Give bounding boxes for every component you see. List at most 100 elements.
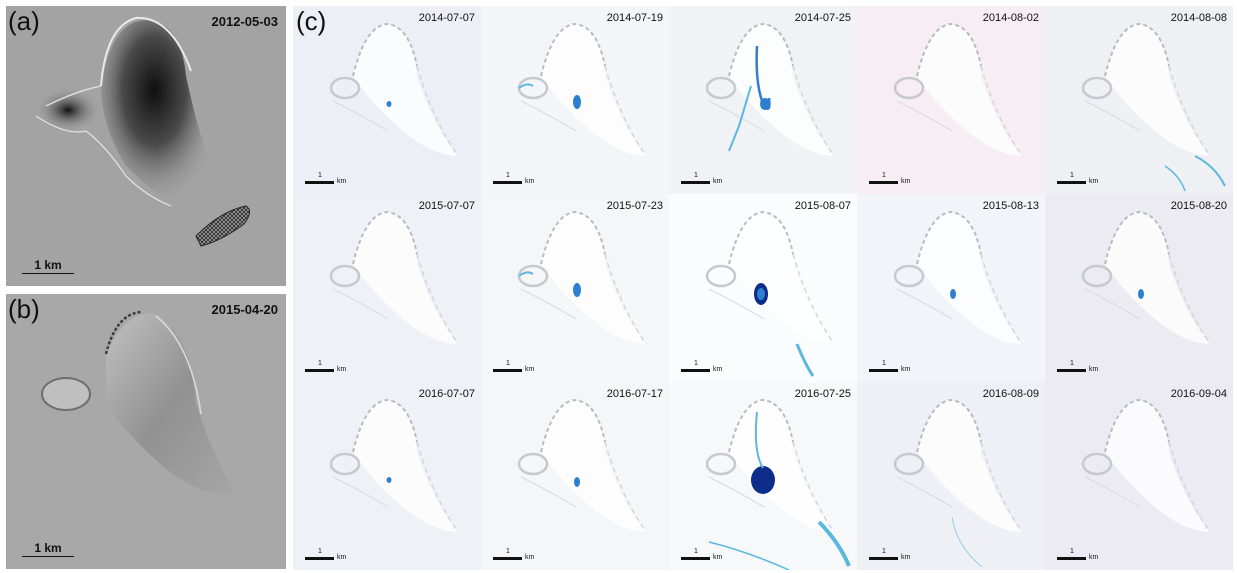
satellite-tile: 2015-07-07 1 km xyxy=(293,194,481,382)
scale-unit: km xyxy=(525,366,535,373)
tile-date: 2014-08-08 xyxy=(1170,12,1227,24)
tile-date: 2016-07-07 xyxy=(418,388,475,400)
tile-scale-bar: 1 km xyxy=(869,172,910,185)
scale-number: 1 xyxy=(506,360,510,367)
panel-a-hillshade: (a) 2012-05-03 1 km xyxy=(6,6,286,286)
scale-line xyxy=(22,273,74,274)
tile-scale-bar: 1 km xyxy=(305,548,346,561)
scale-line xyxy=(305,369,334,372)
scale-number: 1 xyxy=(318,172,322,179)
panel-a-scale-bar: 1 km xyxy=(22,258,74,274)
tile-scale-bar: 1 km xyxy=(681,360,722,373)
tile-scale-bar: 1 km xyxy=(869,360,910,373)
scale-line xyxy=(869,369,898,372)
tile-date: 2014-07-07 xyxy=(418,12,475,24)
panel-b-letter: (b) xyxy=(8,294,40,324)
tile-date: 2016-07-25 xyxy=(794,388,851,400)
scale-number: 1 xyxy=(882,360,886,367)
scale-line xyxy=(22,556,74,557)
tile-scale-bar: 1 km xyxy=(681,172,722,185)
scale-unit: km xyxy=(525,554,535,561)
tile-date: 2016-09-04 xyxy=(1170,388,1227,400)
scale-line xyxy=(493,181,522,184)
tile-date: 2015-08-07 xyxy=(794,200,851,212)
tile-scale-bar: 1 km xyxy=(869,548,910,561)
satellite-tile: 2016-07-25 1 km xyxy=(669,382,857,570)
tile-date: 2014-07-25 xyxy=(794,12,851,24)
scale-line xyxy=(681,557,710,560)
tile-relief xyxy=(1081,210,1211,345)
scale-number: 1 xyxy=(694,360,698,367)
panel-c-letter: (c) xyxy=(296,6,327,36)
scale-label: 1 km xyxy=(34,258,62,272)
scale-number: 1 xyxy=(882,172,886,179)
panel-b-scale-bar: 1 km xyxy=(22,541,74,557)
scale-unit: km xyxy=(1089,554,1099,561)
satellite-tile: 2015-08-13 1 km xyxy=(857,194,1045,382)
tile-relief xyxy=(517,398,647,533)
scale-line xyxy=(1057,369,1086,372)
scale-line xyxy=(1057,181,1086,184)
satellite-tile: 2014-08-08 1 km xyxy=(1045,6,1233,194)
tile-relief xyxy=(893,22,1023,157)
scale-line xyxy=(681,181,710,184)
satellite-tile: 2016-09-04 1 km xyxy=(1045,382,1233,570)
satellite-tile: 2014-07-25 1 km xyxy=(669,6,857,194)
tile-relief xyxy=(893,398,1023,568)
scale-line xyxy=(681,369,710,372)
tile-date: 2015-08-20 xyxy=(1170,200,1227,212)
panel-b-relief xyxy=(6,294,286,569)
scale-line xyxy=(869,181,898,184)
tile-date: 2015-07-23 xyxy=(606,200,663,212)
satellite-tile: 2014-08-02 1 km xyxy=(857,6,1045,194)
tile-scale-bar: 1 km xyxy=(1057,172,1098,185)
panel-a-relief xyxy=(6,6,286,286)
scale-unit: km xyxy=(337,178,347,185)
satellite-tile: 2014-07-07 1 km xyxy=(293,6,481,194)
satellite-tile: 2014-07-19 1 km xyxy=(481,6,669,194)
scale-unit: km xyxy=(337,554,347,561)
scale-number: 1 xyxy=(1070,172,1074,179)
scale-line xyxy=(305,557,334,560)
tile-relief xyxy=(705,210,835,377)
tile-scale-bar: 1 km xyxy=(305,172,346,185)
scale-number: 1 xyxy=(694,172,698,179)
satellite-tile: 2015-07-23 1 km xyxy=(481,194,669,382)
scale-unit: km xyxy=(901,554,911,561)
tile-relief xyxy=(893,210,1023,345)
panel-b-date: 2015-04-20 xyxy=(211,302,279,317)
scale-number: 1 xyxy=(694,548,698,555)
tile-relief xyxy=(705,398,851,570)
tile-date: 2015-08-13 xyxy=(982,200,1039,212)
tile-scale-bar: 1 km xyxy=(493,172,534,185)
tile-date: 2016-08-09 xyxy=(982,388,1039,400)
scale-unit: km xyxy=(1089,366,1099,373)
tile-relief xyxy=(517,210,647,345)
scale-number: 1 xyxy=(1070,548,1074,555)
scale-number: 1 xyxy=(506,172,510,179)
scale-number: 1 xyxy=(882,548,886,555)
scale-line xyxy=(493,557,522,560)
satellite-tile: 2016-07-17 1 km xyxy=(481,382,669,570)
scale-line xyxy=(869,557,898,560)
tile-date: 2016-07-17 xyxy=(606,388,663,400)
scale-number: 1 xyxy=(318,360,322,367)
panel-b-hillshade: (b) 2015-04-20 1 km xyxy=(6,294,286,569)
tile-date: 2015-07-07 xyxy=(418,200,475,212)
scale-number: 1 xyxy=(318,548,322,555)
satellite-tile: 2016-08-09 1 km xyxy=(857,382,1045,570)
tile-relief xyxy=(705,22,835,157)
scale-unit: km xyxy=(901,366,911,373)
tile-scale-bar: 1 km xyxy=(493,360,534,373)
tile-relief xyxy=(329,22,459,157)
tile-scale-bar: 1 km xyxy=(493,548,534,561)
tile-scale-bar: 1 km xyxy=(681,548,722,561)
panel-a-date: 2012-05-03 xyxy=(211,14,279,29)
panel-c-image-grid: 2014-07-07 1 km 2014-07-19 1 km 2014-0 xyxy=(293,6,1233,570)
scale-line xyxy=(493,369,522,372)
tile-date: 2014-08-02 xyxy=(982,12,1039,24)
scale-unit: km xyxy=(713,554,723,561)
tile-relief xyxy=(1081,22,1226,192)
scale-number: 1 xyxy=(1070,360,1074,367)
satellite-tile: 2015-08-20 1 km xyxy=(1045,194,1233,382)
